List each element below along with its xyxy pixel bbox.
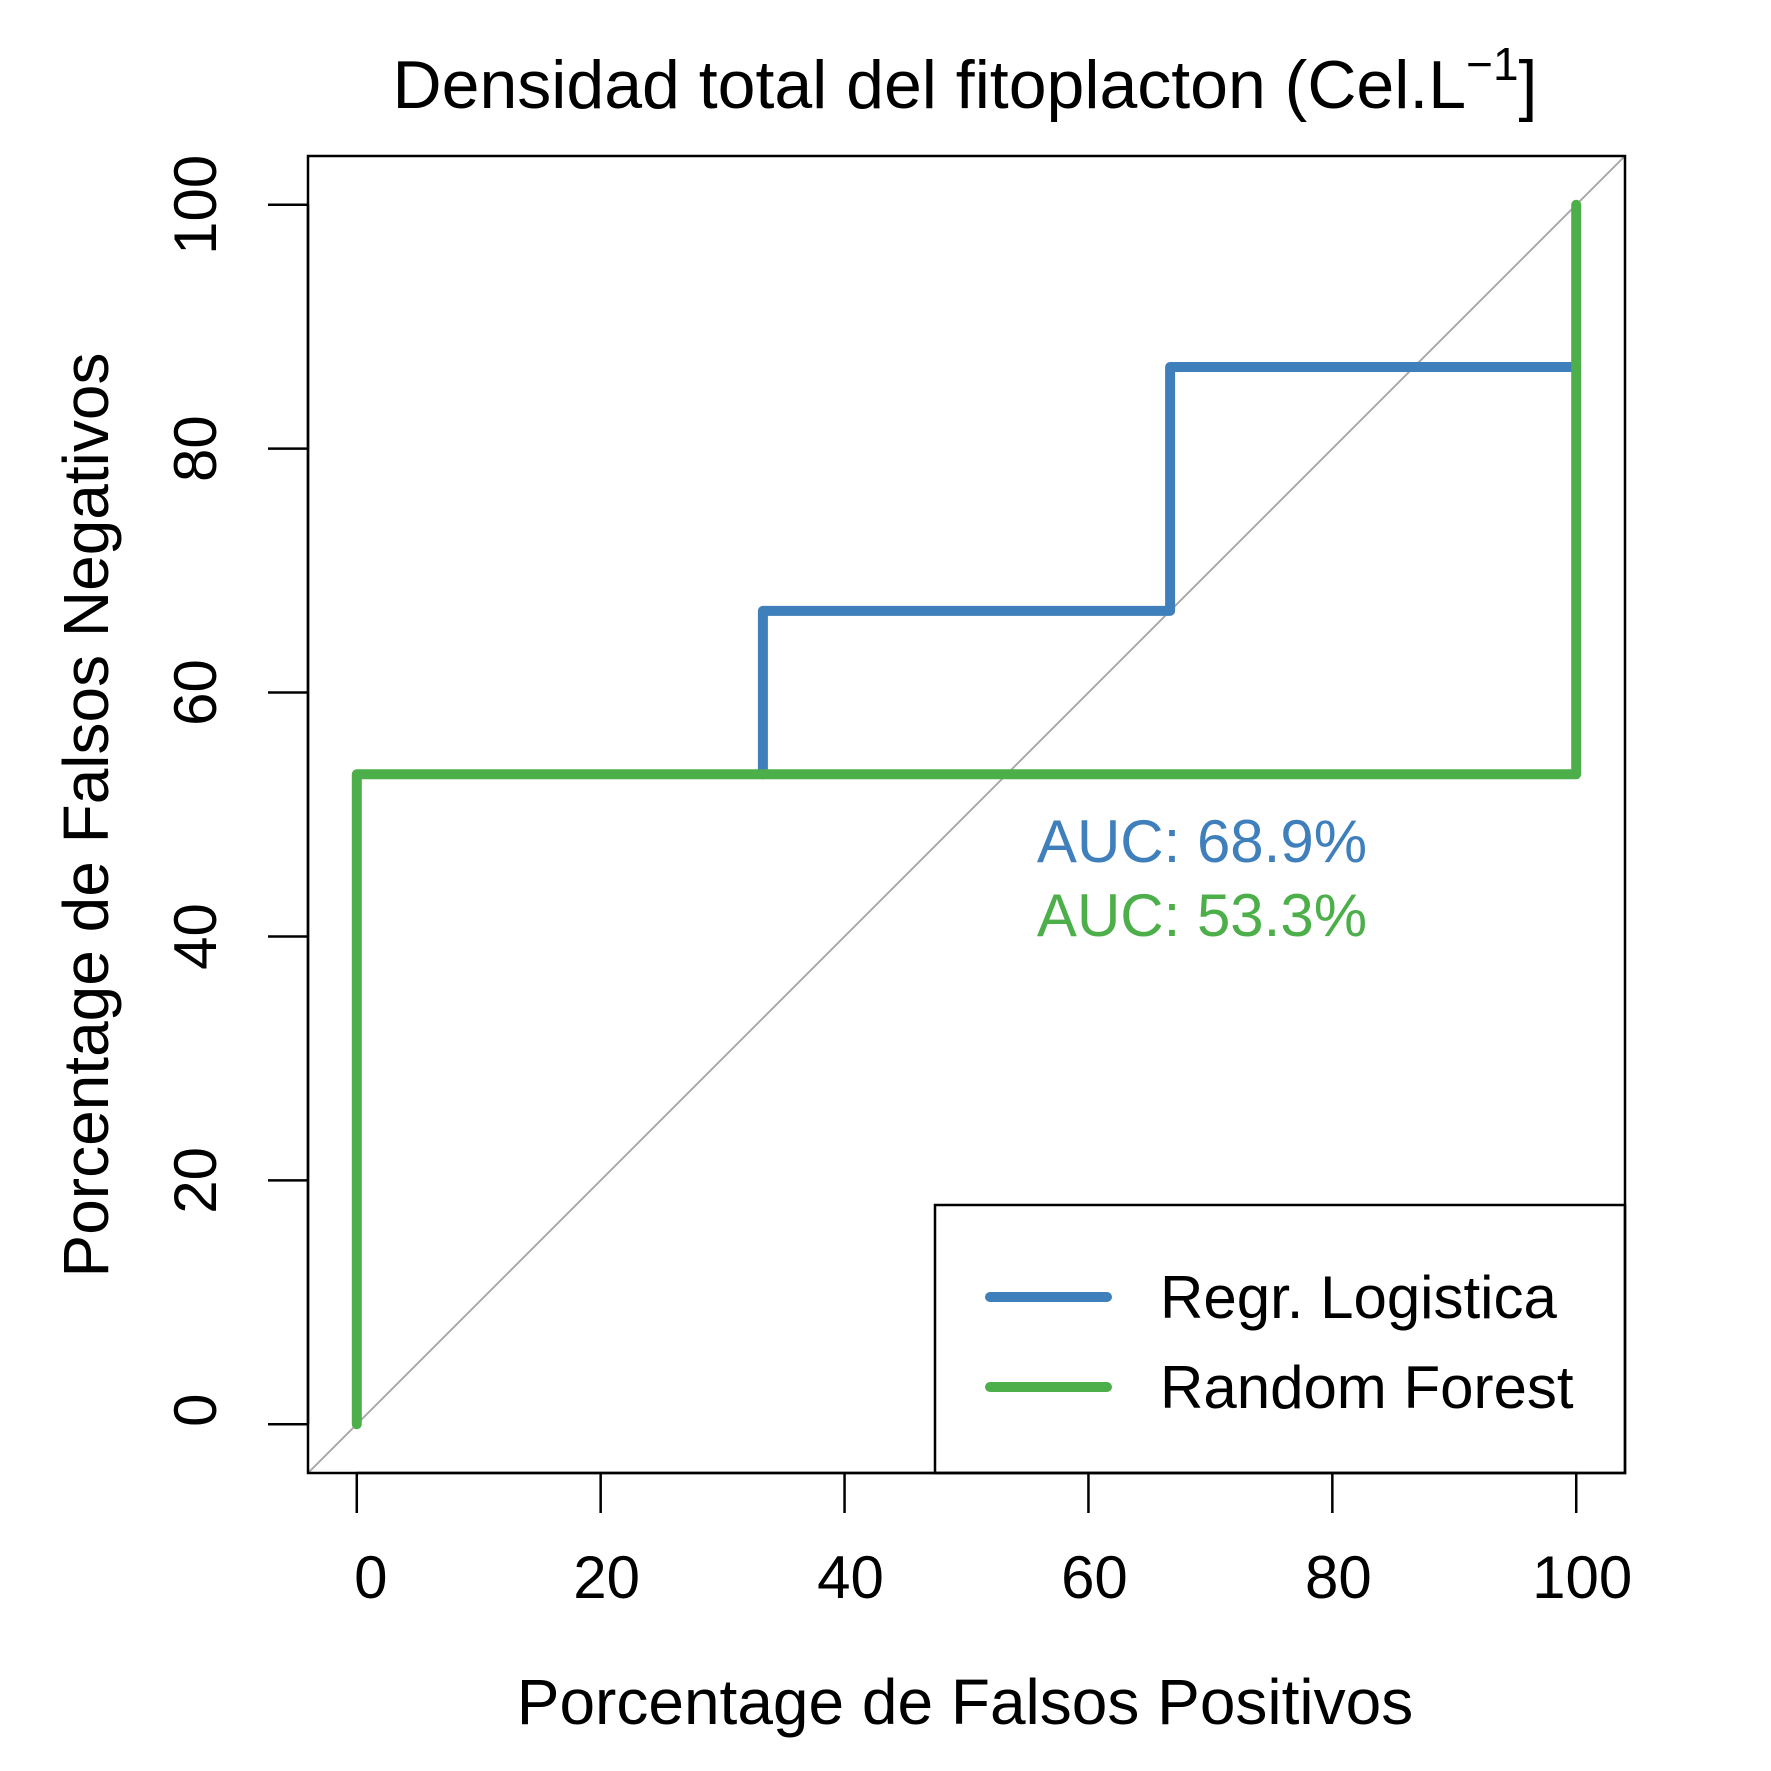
- x-tick-label: 80: [1305, 1544, 1372, 1611]
- series-line-regr-logistica: [757, 362, 1582, 780]
- x-tick-label: 100: [1532, 1544, 1632, 1611]
- x-tick-label: 0: [354, 1544, 387, 1611]
- y-tick-label: 80: [162, 415, 229, 482]
- legend-label-regr-logistica: Regr. Logistica: [1160, 1264, 1558, 1331]
- y-tick-label: 60: [162, 659, 229, 726]
- series-line-random-forest: [351, 199, 1582, 1430]
- x-axis: 0 20 40 60 80 100: [354, 1471, 1632, 1611]
- auc-annotation-regr-logistica: AUC: 68.9%: [1037, 808, 1367, 875]
- y-tick-label: 40: [162, 903, 229, 970]
- y-axis: 0 20 40 60 80 100: [162, 155, 310, 1427]
- x-tick-label: 20: [573, 1544, 640, 1611]
- reference-diagonal: [308, 156, 1625, 1473]
- legend-box: [933, 1203, 1627, 1475]
- chart-title: Densidad total del fitoplacton (Cel.L−1]: [393, 38, 1538, 123]
- legend-label-random-forest: Random Forest: [1160, 1354, 1574, 1421]
- x-tick-label: 40: [817, 1544, 884, 1611]
- auc-annotation-random-forest: AUC: 53.3%: [1037, 882, 1367, 949]
- y-tick-label: 20: [162, 1147, 229, 1214]
- legend: Regr. Logistica Random Forest: [933, 1203, 1627, 1475]
- series-layer: [351, 199, 1582, 1430]
- x-axis-label: Porcentage de Falsos Positivos: [517, 1666, 1413, 1738]
- y-tick-label: 100: [162, 155, 229, 255]
- y-tick-label: 0: [162, 1394, 229, 1427]
- y-axis-label: Porcentage de Falsos Negativos: [50, 353, 122, 1278]
- x-tick-label: 60: [1061, 1544, 1128, 1611]
